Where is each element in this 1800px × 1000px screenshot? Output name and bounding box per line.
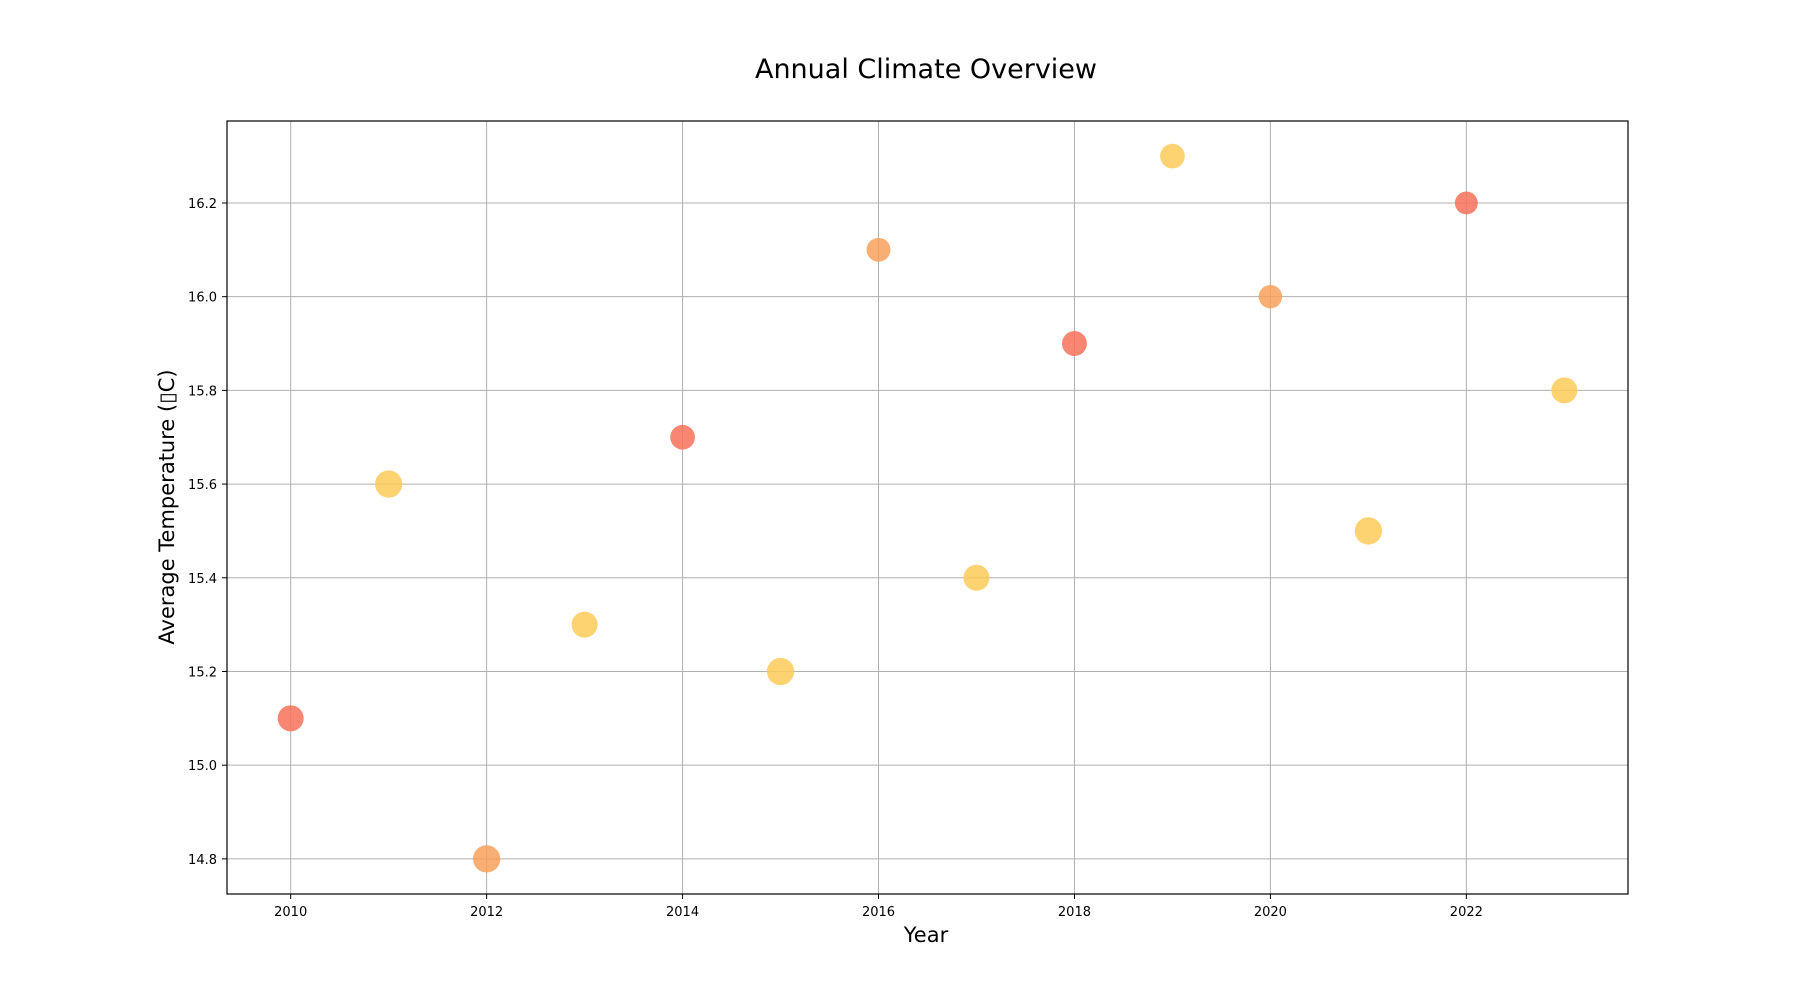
scatter-point (277, 705, 304, 732)
y-tick-label: 16.0 (188, 291, 217, 306)
scatter-point (1258, 284, 1283, 309)
data-points (277, 143, 1578, 873)
x-tick-label: 2022 (1450, 905, 1483, 920)
scatter-point (472, 845, 501, 873)
x-tick-label: 2018 (1058, 905, 1091, 920)
scatter-point (670, 424, 695, 450)
x-tick-label: 2010 (274, 905, 307, 920)
scatter-point (1160, 143, 1185, 169)
y-tick-label: 15.4 (188, 572, 217, 587)
scatter-point (571, 611, 598, 638)
x-tick-label: 2012 (470, 905, 503, 920)
scatter-point (375, 470, 403, 498)
y-axis-ticks: 14.8 15.0 15.2 15.4 15.6 15.8 16.0 16.2 (188, 197, 227, 868)
y-tick-label: 16.2 (188, 197, 217, 212)
chart-title: Annual Climate Overview (755, 54, 1097, 85)
x-tick-label: 2014 (666, 905, 699, 920)
y-axis-label: Average Temperature (▯C) (155, 369, 179, 644)
y-tick-label: 15.2 (188, 665, 217, 680)
scatter-point (766, 657, 795, 686)
scatter-point (866, 237, 891, 262)
plot-frame (226, 120, 1629, 895)
y-tick-label: 15.8 (188, 384, 217, 399)
scatter-point (1061, 331, 1087, 357)
scatter-point (1354, 517, 1383, 545)
scatter-point (963, 564, 990, 591)
x-axis-ticks: 2010 2012 2014 2016 2018 2020 2022 (274, 894, 1483, 920)
y-tick-label: 15.0 (188, 759, 217, 774)
x-axis-label: Year (903, 923, 949, 947)
scatter-point (1551, 377, 1578, 404)
x-tick-label: 2020 (1254, 905, 1287, 920)
grid (227, 121, 1628, 894)
x-tick-label: 2016 (862, 905, 895, 920)
y-tick-label: 14.8 (188, 853, 217, 868)
y-tick-label: 15.6 (188, 478, 217, 493)
scatter-point (1454, 191, 1478, 215)
